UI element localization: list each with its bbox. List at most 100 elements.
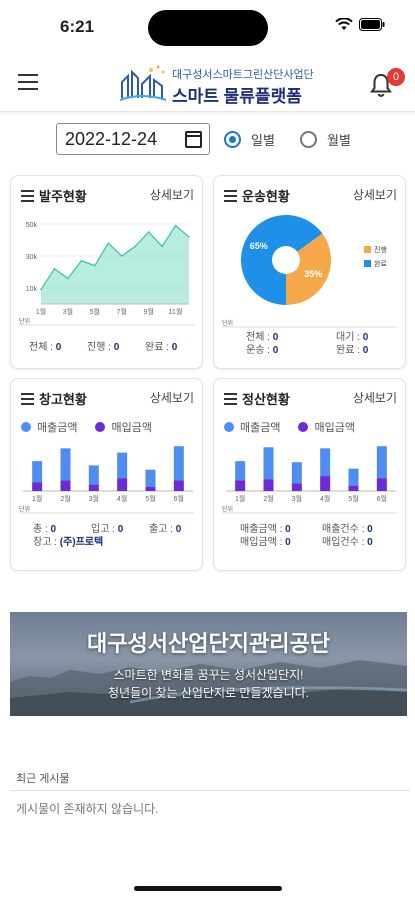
data-point [80, 260, 83, 262]
data-point [134, 245, 136, 248]
date-input[interactable]: 2022-12-24 [56, 123, 210, 155]
radio-monthly[interactable]: 월별 [300, 130, 351, 149]
warehouse-legend: 매출금액 매입금액 [21, 419, 152, 435]
data-point [188, 236, 190, 238]
card-orders: 발주현황 상세보기 10k 30k 50k 1월 3월 5월 7월 9월 11월 단위 전체 : … [10, 175, 203, 369]
list-icon [21, 393, 34, 408]
data-point [174, 224, 177, 227]
home-indicator[interactable] [134, 886, 282, 891]
card-settlement-more-link[interactable]: 상세보기 [352, 391, 397, 405]
bar-purchase [291, 483, 302, 491]
card-orders-title: 발주현황 [39, 189, 87, 204]
card-settlement-header: 정산현황 상세보기 [224, 389, 397, 409]
list-icon [21, 190, 34, 205]
radio-daily[interactable]: 일별 [224, 130, 275, 149]
x-tick-label: 3월 [89, 494, 99, 503]
battery-icon [359, 18, 385, 31]
unit-label: 단위 [19, 505, 30, 513]
pie-label: 65% [250, 241, 268, 251]
x-tick-label: 6월 [174, 494, 184, 503]
x-tick-label: 5월 [348, 494, 358, 503]
legend-sales: 매출금액 [21, 419, 77, 435]
stat-purchase-count: 매입건수 : 0 [322, 537, 373, 548]
stat-done: 완료 : 0 [145, 342, 178, 353]
status-icons [335, 18, 385, 31]
radio-daily-label: 일별 [251, 133, 275, 148]
divider [10, 790, 410, 791]
banner-line2: 청년들이 찾는 산업단지로 만들겠습니다. [107, 686, 310, 700]
bar-purchase [88, 484, 99, 491]
card-warehouse-more-link[interactable]: 상세보기 [149, 391, 194, 405]
stat-purchase-amount: 매입금액 : 0 [240, 537, 291, 548]
bar-purchase [263, 479, 274, 491]
list-icon [224, 393, 237, 408]
bar-sales [60, 448, 71, 481]
area-line [40, 224, 190, 290]
bar-purchase [60, 480, 71, 491]
status-time: 6:21 [60, 17, 95, 36]
data-point [67, 277, 69, 280]
card-warehouse-header: 창고현황 상세보기 [21, 389, 194, 409]
settlement-legend: 매출금액 매입금액 [224, 419, 355, 435]
card-transport-title: 운송현황 [242, 189, 290, 204]
banner-title: 대구성서산업단지관리공단 [87, 631, 330, 656]
bar-sales [348, 468, 359, 486]
radio-monthly-label: 월별 [327, 133, 351, 148]
recent-posts-label: 최근 게시물 [16, 773, 70, 785]
stat-total: 총 : 0 [33, 524, 57, 535]
date-value: 2022-12-24 [65, 129, 158, 149]
data-point [161, 245, 163, 248]
x-tick-label: 3월 [63, 307, 73, 316]
bar-purchase [348, 485, 359, 491]
card-orders-more-link[interactable]: 상세보기 [149, 188, 194, 202]
card-settlement: 정산현황 상세보기 매출금액 매입금액 1월 2월 3월 4월 5월 6월 단위 매출금액 … [213, 378, 406, 571]
bar-purchase [376, 478, 387, 491]
radio-daily-indicator[interactable] [224, 131, 241, 148]
data-point [94, 264, 96, 267]
card-transport-more-link[interactable]: 상세보기 [352, 188, 397, 202]
x-tick-label: 4월 [320, 494, 330, 503]
stat-sales-amount: 매출금액 : 0 [240, 524, 291, 535]
bell-icon[interactable] [369, 72, 393, 98]
bar-sales [376, 446, 387, 479]
stat-in: 입고 : 0 [91, 524, 124, 535]
app-logo[interactable]: 대구성서스마트그린산단사업단 스마트 물류플랫폼 [118, 64, 338, 106]
x-tick-label: 11월 [169, 307, 183, 316]
data-point [107, 242, 110, 244]
bar-sales [117, 452, 128, 479]
card-warehouse: 창고현황 상세보기 매출금액 매입금액 1월 2월 3월 4월 5월 6월 단위 총 : 0… [10, 378, 203, 571]
banner-cityscape [10, 660, 407, 716]
data-point [120, 255, 123, 257]
legend-label-진행: 진행 [374, 245, 387, 254]
y-tick-label: 10k [26, 286, 38, 293]
legend-swatch-진행 [364, 246, 371, 253]
pie-hole [272, 246, 300, 274]
x-tick-label: 1월 [235, 494, 245, 503]
x-tick-label: 1월 [36, 307, 46, 316]
x-tick-label: 2월 [60, 494, 70, 503]
list-icon [224, 190, 237, 205]
recent-posts-empty: 게시물이 존재하지 않습니다. [16, 802, 159, 816]
wifi-icon [335, 18, 353, 30]
menu-icon[interactable] [18, 74, 38, 90]
bar-sales [320, 448, 331, 477]
x-tick-label: 6월 [377, 494, 387, 503]
bar-purchase [235, 480, 246, 491]
stat-total: 전체 : 0 [246, 332, 279, 343]
x-tick-label: 1월 [32, 494, 42, 503]
stat-waiting: 대기 : 0 [336, 332, 369, 343]
bar-purchase [117, 478, 128, 491]
card-orders-header: 발주현황 상세보기 [21, 186, 194, 206]
date-filter: 2022-12-24 일별 월별 [0, 120, 415, 160]
legend-sales: 매출금액 [224, 419, 280, 435]
legend-purchase: 매입금액 [298, 419, 355, 435]
bar-sales [88, 465, 99, 485]
legend-swatch-완료 [364, 260, 371, 267]
bar-sales [263, 447, 274, 480]
radio-monthly-indicator[interactable] [300, 131, 317, 148]
pie-slice-진행 [286, 233, 332, 305]
calendar-icon[interactable] [185, 131, 202, 148]
promo-banner[interactable]: 대구성서산업단지관리공단 스마트한 변화를 꿈꾸는 성서산업단지! 청년들이 찾… [10, 612, 407, 716]
